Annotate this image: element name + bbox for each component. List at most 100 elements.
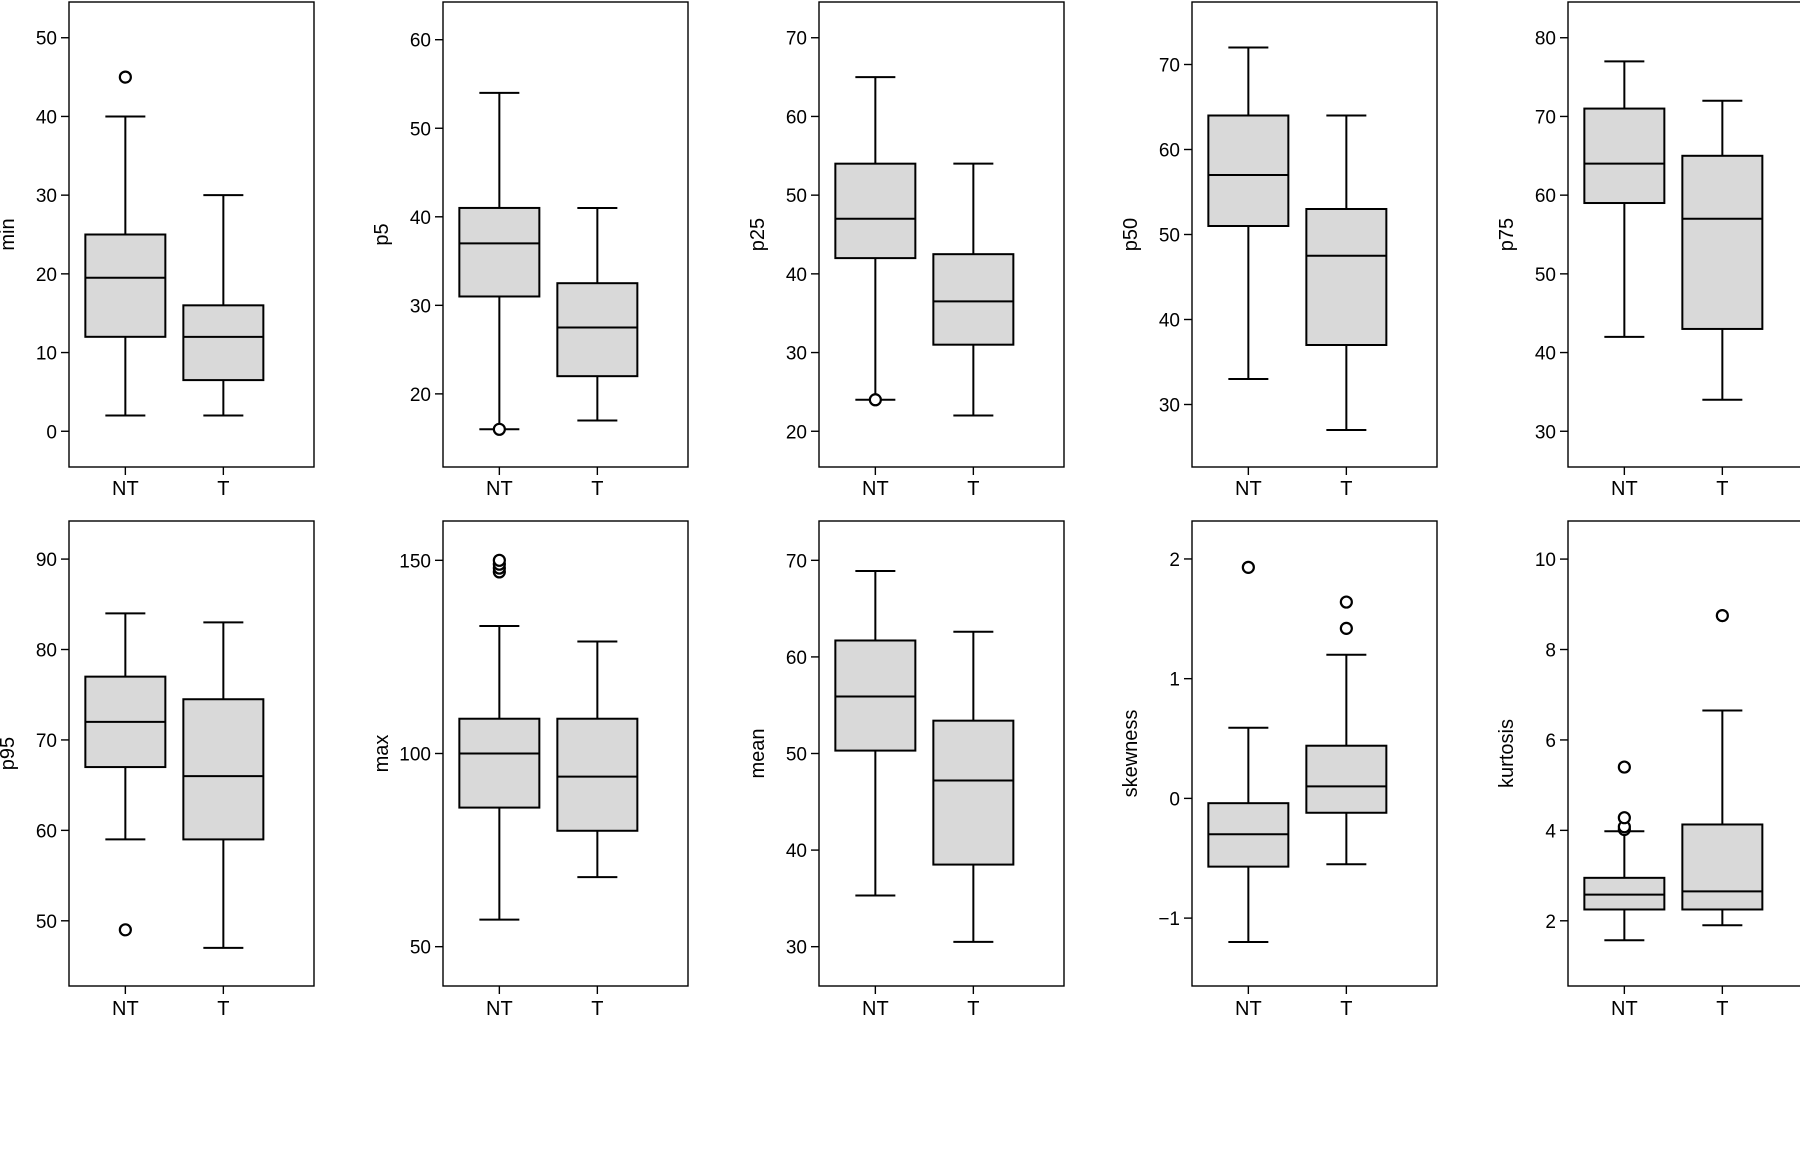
x-category-label: NT	[112, 998, 139, 1020]
y-tick-label: 100	[399, 745, 431, 766]
box-NT	[458, 553, 541, 921]
y-tick-label: 30	[786, 938, 807, 959]
y-tick-label: 70	[786, 29, 807, 50]
y-axis-label: p75	[1496, 218, 1518, 251]
y-tick-label: 40	[1535, 344, 1556, 365]
x-category-label: T	[1340, 998, 1352, 1020]
chart-panel-mean: 30 40 50 60 70 mean NT T	[747, 520, 1065, 1020]
y-tick-label: 30	[410, 296, 431, 317]
box-NT	[834, 76, 917, 407]
y-tick-label: 1	[1169, 670, 1180, 691]
y-axis-label: mean	[747, 728, 769, 778]
chart-panel-p5: 20 30 40 50 60 p5 NT T	[371, 1, 689, 500]
outlier-point	[868, 393, 882, 407]
y-tick-label: 80	[36, 641, 57, 662]
y-tick-label: 30	[1159, 396, 1180, 417]
y-axis-label: p5	[371, 223, 393, 245]
plot-frame	[442, 1, 689, 468]
box-T	[1305, 114, 1388, 431]
x-category-label: T	[1340, 478, 1352, 500]
y-tick-label: 40	[786, 841, 807, 862]
y-tick-label: 60	[36, 821, 57, 842]
x-category-label: NT	[1611, 998, 1638, 1020]
box-NT	[1207, 560, 1290, 944]
x-category-label: T	[591, 478, 603, 500]
y-tick-label: 60	[786, 107, 807, 128]
iqr-box	[932, 253, 1015, 346]
box-T	[556, 206, 639, 422]
y-tick-label: 40	[786, 265, 807, 286]
y-tick-label: 70	[36, 731, 57, 752]
iqr-box	[1583, 107, 1666, 205]
outlier-point	[1339, 595, 1353, 609]
y-axis-label: min	[0, 218, 19, 250]
outlier-point	[492, 553, 506, 567]
y-tick-label: 10	[1535, 550, 1556, 571]
y-tick-label: 50	[1535, 265, 1556, 286]
y-tick-label: 2	[1545, 912, 1556, 933]
y-tick-label: 8	[1545, 641, 1556, 662]
y-tick-label: 40	[1159, 311, 1180, 332]
box-NT	[458, 91, 541, 436]
box-T	[1681, 99, 1764, 401]
plot-frame	[68, 520, 315, 987]
box-NT	[1583, 760, 1666, 942]
iqr-box	[556, 282, 639, 378]
box-NT	[1583, 60, 1666, 338]
box-T	[932, 162, 1015, 417]
outlier-point	[1339, 621, 1353, 635]
box-T	[1681, 609, 1764, 927]
y-axis-label: p50	[1120, 218, 1142, 251]
x-category-label: T	[1716, 478, 1728, 500]
y-tick-label: 2	[1169, 550, 1180, 571]
iqr-box	[1681, 823, 1764, 911]
x-category-label: T	[591, 998, 603, 1020]
x-category-label: NT	[1611, 478, 1638, 500]
y-tick-label: 150	[399, 551, 431, 572]
plot-frame	[1567, 520, 1800, 987]
x-category-label: NT	[862, 998, 889, 1020]
y-tick-label: 80	[1535, 29, 1556, 50]
y-tick-label: 50	[410, 119, 431, 140]
y-tick-label: 30	[786, 344, 807, 365]
iqr-box	[556, 717, 639, 832]
y-axis-label: max	[371, 735, 393, 773]
outlier-point	[1715, 609, 1729, 623]
box-T	[932, 630, 1015, 943]
y-tick-label: 50	[36, 29, 57, 50]
y-tick-label: 50	[786, 186, 807, 207]
y-tick-label: 30	[1535, 422, 1556, 443]
outlier-point	[492, 422, 506, 436]
chart-panel-p95: 50 60 70 80 90 p95 NT T	[0, 520, 315, 1020]
y-tick-label: 50	[36, 912, 57, 933]
x-category-label: T	[217, 478, 229, 500]
y-tick-label: 10	[36, 344, 57, 365]
x-category-label: NT	[486, 998, 513, 1020]
iqr-box	[458, 717, 541, 809]
iqr-box	[84, 233, 167, 338]
chart-panel-max: 50 100 150 max NT T	[371, 520, 689, 1020]
chart-panel-skewness: −1 0 1 2 skewness NT T	[1120, 520, 1438, 1020]
iqr-box	[834, 162, 917, 260]
chart-panel-p25: 20 30 40 50 60 70 p25 NT T	[747, 1, 1065, 500]
plot-frame	[68, 1, 315, 468]
x-category-label: T	[967, 478, 979, 500]
y-axis-label: p25	[747, 218, 769, 251]
y-axis-label: skewness	[1120, 710, 1142, 798]
y-axis-label: kurtosis	[1496, 719, 1518, 788]
y-tick-label: 70	[786, 551, 807, 572]
y-tick-label: 60	[410, 31, 431, 52]
y-tick-label: 40	[410, 208, 431, 229]
outlier-point	[1241, 560, 1255, 574]
chart-panel-p50: 30 40 50 60 70 p50 NT T	[1120, 1, 1438, 500]
box-NT	[84, 70, 167, 417]
y-tick-label: 60	[1535, 186, 1556, 207]
x-category-label: T	[967, 998, 979, 1020]
plot-frame	[1191, 520, 1438, 987]
y-tick-label: 70	[1535, 107, 1556, 128]
outlier-point	[118, 70, 132, 84]
box-NT	[834, 569, 917, 897]
iqr-box	[1207, 114, 1290, 227]
